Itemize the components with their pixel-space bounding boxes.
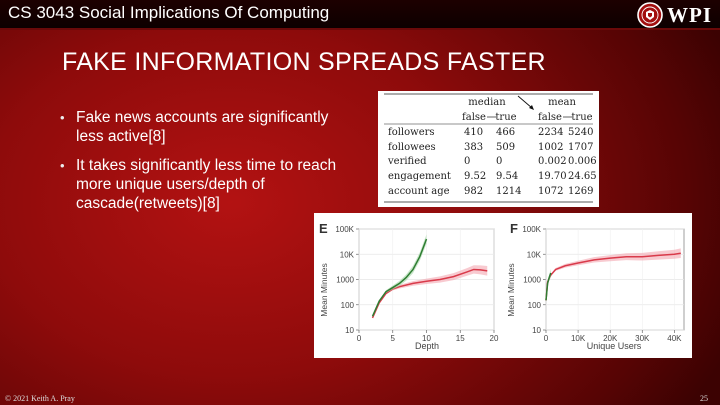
mean-header: mean — [548, 97, 576, 108]
wpi-logo: WPI — [637, 2, 712, 28]
x-tick-label: 30K — [635, 334, 650, 343]
sub-header-median-true: true — [495, 112, 516, 123]
footer-copyright: © 2021 Keith A. Pray — [5, 394, 75, 403]
sub-header-mean-true: true — [571, 112, 592, 123]
median-header: median — [468, 97, 506, 108]
x-tick-label: 40K — [667, 334, 682, 343]
bullet-dot-icon: • — [60, 158, 65, 173]
sub-header-median-false: false — [462, 112, 486, 123]
y-tick-label: 1000 — [336, 276, 354, 285]
cell: 1707 — [568, 142, 593, 153]
footer-page-number: 25 — [700, 394, 708, 403]
cell: 24.65 — [568, 171, 597, 182]
cell: 5240 — [568, 127, 593, 138]
bullet-text: Fake news accounts are significantly les… — [76, 109, 329, 145]
chart-panel-f: F Mean Minutes Unique Users 10 100 1000 10K… — [506, 221, 685, 351]
y-tick-label: 100K — [522, 225, 541, 234]
y-tick-label: 10 — [345, 326, 354, 335]
y-tick-label: 100 — [341, 301, 355, 310]
series-true-line — [545, 272, 552, 301]
cascade-figure: E Mean Minutes Depth 10 100 1000 10K 100K 0 5 1… — [314, 213, 692, 358]
cell: 9.52 — [464, 171, 486, 182]
cell: 509 — [496, 142, 515, 153]
header-bar: CS 3043 Social Implications Of Computing… — [0, 0, 720, 28]
y-tick-label: 1000 — [523, 276, 541, 285]
course-title: CS 3043 Social Implications Of Computing — [8, 3, 330, 22]
cell: 1214 — [496, 186, 521, 197]
header-divider — [0, 28, 720, 30]
cell: 9.54 — [496, 171, 518, 182]
x-tick-label: 15 — [456, 334, 465, 343]
bullet-list: • Fake news accounts are significantly le… — [60, 108, 360, 223]
row-label: followees — [388, 142, 436, 153]
x-tick-label: 10 — [422, 334, 431, 343]
x-axis-label: Depth — [415, 341, 439, 351]
x-tick-label: 20K — [603, 334, 618, 343]
cell: 383 — [464, 142, 483, 153]
panel-label: F — [510, 221, 518, 236]
x-tick-label: 10K — [571, 334, 586, 343]
logo-wordmark: WPI — [667, 2, 712, 27]
x-tick-label: 20 — [490, 334, 499, 343]
y-tick-label: 10K — [527, 250, 542, 259]
y-tick-label: 10 — [532, 326, 541, 335]
arrow-annotation-line — [517, 95, 533, 109]
cell: 1072 — [538, 186, 563, 197]
y-tick-label: 10K — [340, 250, 355, 259]
bullet-text: It takes significantly less time to reac… — [76, 157, 337, 212]
bullet-dot-icon: • — [60, 110, 65, 125]
cell: 0.006 — [568, 156, 597, 167]
bullet-item: • It takes significantly less time to rea… — [60, 156, 360, 213]
cell: 19.70 — [538, 171, 567, 182]
x-axis-label: Unique Users — [587, 341, 642, 351]
y-tick-label: 100K — [335, 225, 354, 234]
sub-header-mean-false: false — [538, 112, 562, 123]
cell: 0 — [464, 156, 470, 167]
series-false-confidence-band — [372, 265, 488, 318]
series-false-confidence-band — [546, 248, 681, 301]
x-tick-label: 0 — [357, 334, 362, 343]
y-tick-label: 100 — [528, 301, 542, 310]
row-label: account age — [388, 186, 450, 197]
chart-panel-e: E Mean Minutes Depth 10 100 1000 10K 100K 0 5 1… — [319, 221, 499, 351]
series-false-line — [371, 268, 488, 319]
arrow-annotation-head — [529, 105, 534, 110]
cell: 466 — [496, 127, 515, 138]
x-tick-label: 5 — [391, 334, 396, 343]
panel-label: E — [319, 221, 328, 236]
wpi-seal-icon — [637, 2, 663, 28]
row-label: verified — [387, 156, 427, 167]
cell: 0 — [496, 156, 502, 167]
stats-table-graphic: median mean false true false true follow… — [384, 93, 597, 203]
x-tick-label: 0 — [544, 334, 549, 343]
series-true-line — [371, 238, 428, 317]
row-label: engagement — [388, 171, 451, 182]
row-label: followers — [388, 127, 435, 138]
cell: 982 — [464, 186, 483, 197]
account-stats-table: median mean false true false true follow… — [378, 91, 599, 207]
y-axis-label: Mean Minutes — [319, 263, 329, 316]
cell: 1269 — [568, 186, 593, 197]
cell: 0.002 — [538, 156, 567, 167]
cell: 410 — [464, 127, 483, 138]
slide-title: FAKE INFORMATION SPREADS FASTER — [62, 48, 546, 76]
cell: 2234 — [538, 127, 563, 138]
cell: 1002 — [538, 142, 563, 153]
y-axis-label: Mean Minutes — [506, 263, 516, 316]
bullet-item: • Fake news accounts are significantly le… — [60, 108, 360, 146]
